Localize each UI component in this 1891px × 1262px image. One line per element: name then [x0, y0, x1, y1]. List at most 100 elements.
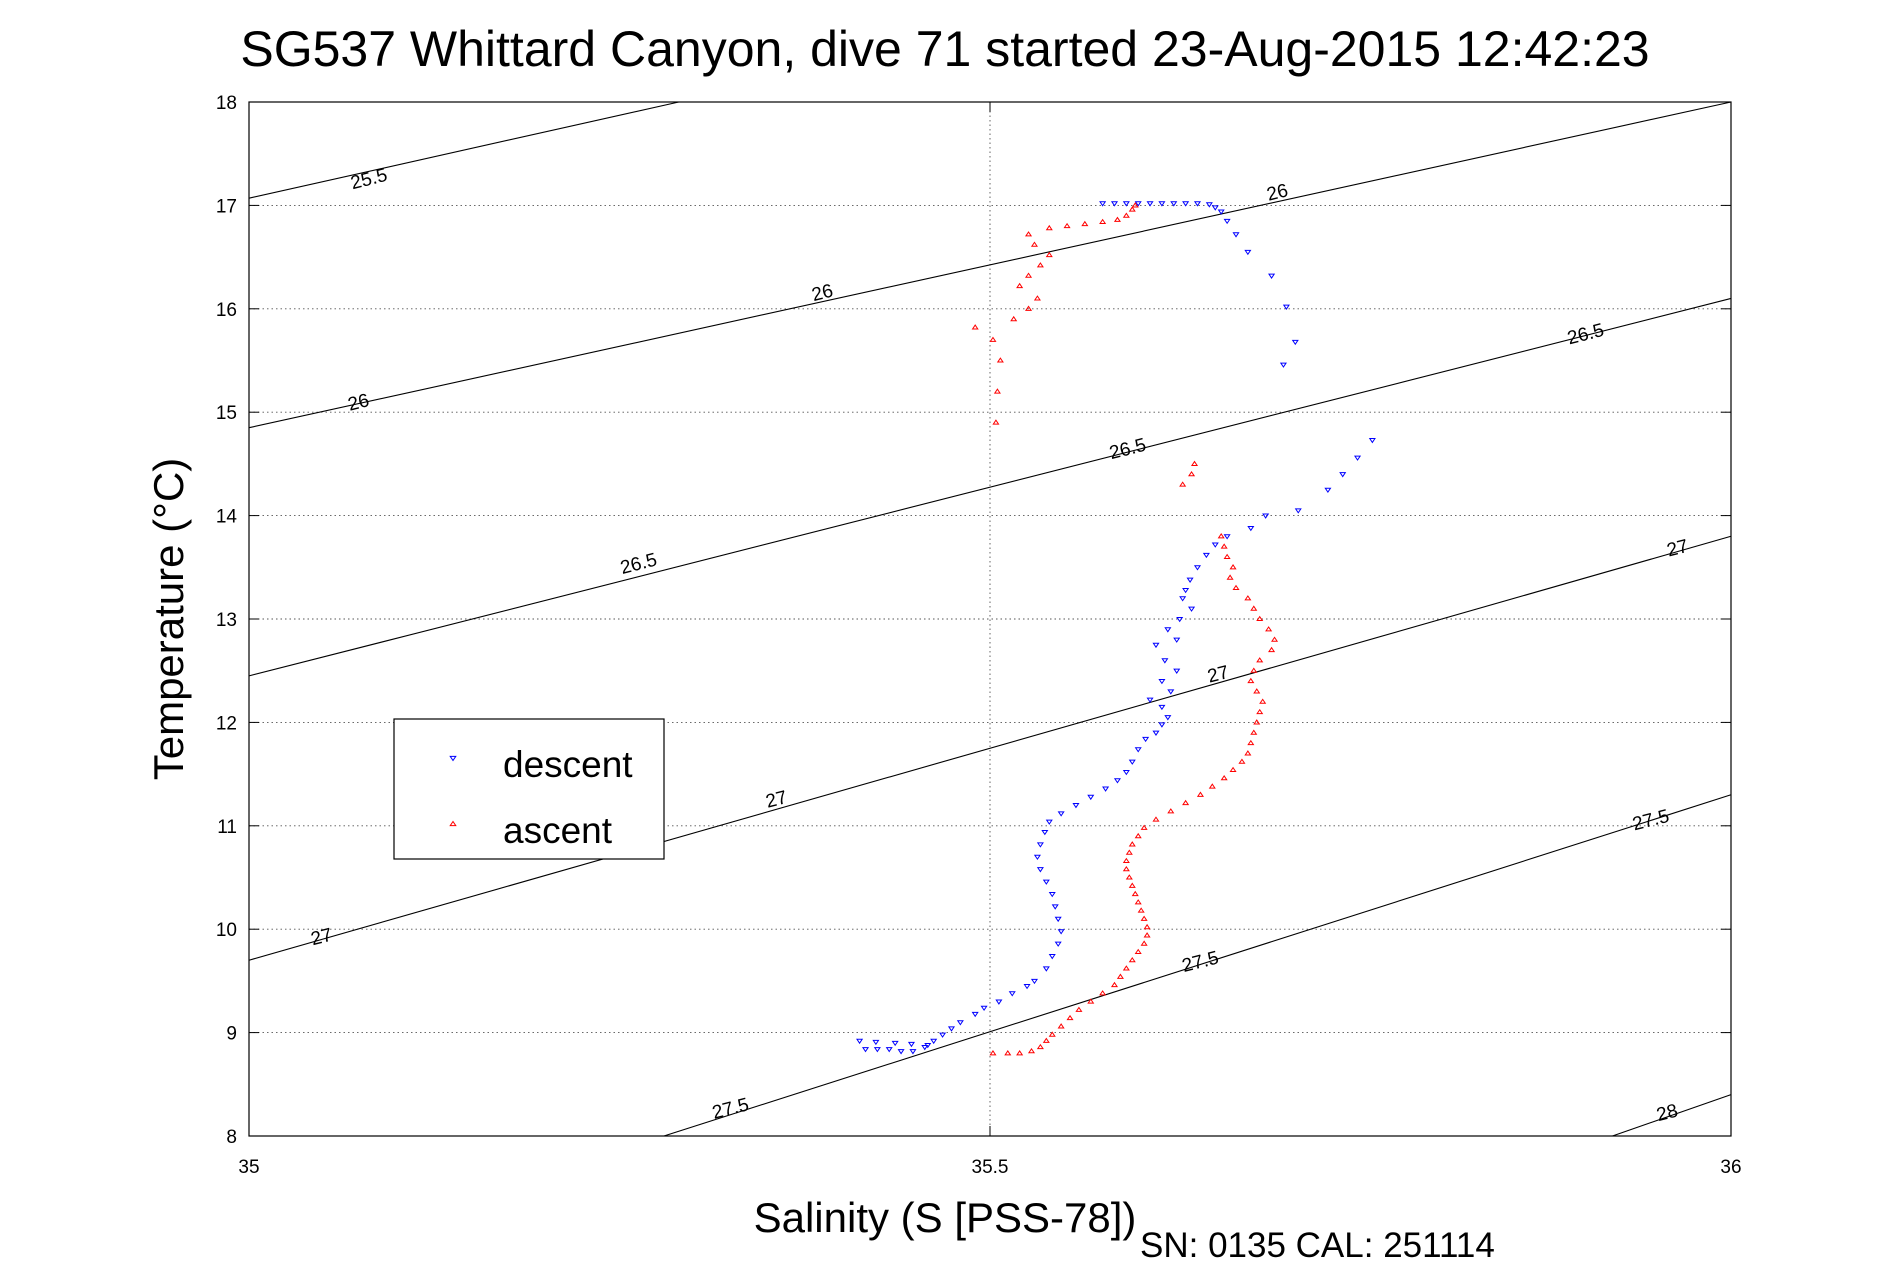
ascent-point [1152, 816, 1160, 822]
ascent-point [1265, 626, 1273, 632]
y-axis-label: Temperature (°C) [145, 458, 192, 781]
ascent-point [993, 388, 1001, 394]
descent-point [1232, 232, 1240, 238]
descent-point [1294, 508, 1302, 514]
ascent-point [971, 324, 979, 330]
descent-point [1158, 722, 1166, 728]
ascent-point [1122, 865, 1130, 872]
ascent-point [1036, 1043, 1044, 1050]
ascent-point [1190, 460, 1199, 466]
descent-point [1291, 339, 1299, 346]
descent-point [939, 1032, 947, 1038]
y-tick-label: 8 [226, 1127, 237, 1148]
ascent-point [1125, 849, 1133, 855]
legend-box [393, 718, 665, 860]
ascent-point [1229, 766, 1237, 773]
contour-line-26.5 [248, 297, 1732, 677]
descent-point [1170, 201, 1178, 207]
descent-point [1110, 201, 1119, 207]
density-contours [248, 101, 1732, 1137]
descent-point [1279, 362, 1287, 368]
descent-point [1008, 991, 1016, 997]
ascent-point [1128, 206, 1136, 212]
ascent-point [1250, 729, 1258, 735]
descent-point [1033, 854, 1041, 861]
contour-label: 27 [764, 787, 790, 813]
ascent-point [1024, 231, 1033, 237]
tick-labels: 35 35.5 36 8 9 10 11 12 13 14 15 16 17 18 [216, 93, 1742, 1178]
ascent-point [992, 419, 1000, 425]
descent-point [1193, 201, 1202, 207]
ascent-point [1268, 646, 1276, 653]
descent-point [1179, 596, 1187, 602]
ascent-point [1066, 1014, 1074, 1021]
descent-point [980, 1005, 988, 1012]
descent-point [947, 1026, 956, 1032]
ascent-point [1232, 584, 1240, 591]
descent-point [1176, 616, 1184, 623]
ascent-point [1131, 890, 1139, 897]
ascent-point [1253, 688, 1261, 694]
descent-point [1146, 697, 1154, 703]
descent-point [891, 1040, 899, 1047]
descent-point [1087, 794, 1095, 801]
ascent-point [1220, 543, 1228, 549]
descent-point [1113, 778, 1121, 784]
ascent-point [1208, 783, 1216, 789]
ascent-point [1063, 222, 1071, 229]
ascent-point [1081, 220, 1089, 227]
descent-point [907, 1041, 915, 1048]
ascent-point [1271, 636, 1279, 642]
ascent-point [1196, 791, 1204, 797]
ascent-point [1238, 758, 1246, 764]
contour-label: 26 [346, 390, 372, 416]
ascent-point [1253, 719, 1261, 725]
legend-ascent-symbol [449, 820, 457, 827]
legend-descent-label: descent [503, 744, 633, 785]
ascent-point [1226, 574, 1234, 580]
ascent-point [1134, 899, 1142, 905]
legend-ascent-label: ascent [503, 810, 613, 851]
ascent-point [1143, 923, 1151, 930]
descent-point [1051, 904, 1059, 910]
descent-point [1244, 249, 1252, 256]
ascent-point [1229, 564, 1237, 570]
ascent-point [1048, 1031, 1056, 1037]
descent-point [1152, 730, 1160, 736]
ascent-point [1244, 595, 1252, 601]
descent-point [1146, 201, 1154, 207]
descent-point [873, 1047, 881, 1053]
descent-point [1205, 202, 1213, 208]
ascent-point [1256, 615, 1264, 622]
y-tick-label: 9 [226, 1024, 237, 1045]
ascent-point [1087, 998, 1095, 1004]
descent-point [909, 1049, 917, 1055]
descent-point [1036, 842, 1044, 848]
descent-point [1142, 736, 1150, 743]
descent-point [1223, 218, 1231, 225]
ascent-point [1134, 948, 1142, 955]
ascent-point [1137, 907, 1145, 913]
ascent-point [1033, 295, 1041, 301]
ascent-point [1128, 882, 1136, 888]
series-ascent [971, 202, 1279, 1056]
descent-point [1188, 606, 1196, 612]
ascent-point [1217, 533, 1225, 539]
x-tick-label: 35 [238, 1157, 259, 1178]
descent-point [1158, 201, 1166, 207]
contour-label: 27 [1205, 662, 1231, 688]
ascent-point [1128, 956, 1136, 963]
ascent-point [1075, 1006, 1083, 1012]
ascent-point [1134, 832, 1142, 839]
ascent-point [1024, 305, 1033, 311]
descent-point [1211, 205, 1219, 211]
serial-calibration-footer: SN: 0135 CAL: 251114 [1140, 1226, 1495, 1262]
ascent-point [1016, 282, 1024, 289]
descent-point [1202, 552, 1210, 559]
descent-point [1211, 542, 1219, 548]
contour-label: 26 [810, 280, 836, 306]
ascent-point [1045, 251, 1053, 258]
descent-point [1268, 273, 1276, 279]
descent-point [1173, 668, 1181, 674]
y-tick-label: 12 [216, 713, 237, 734]
